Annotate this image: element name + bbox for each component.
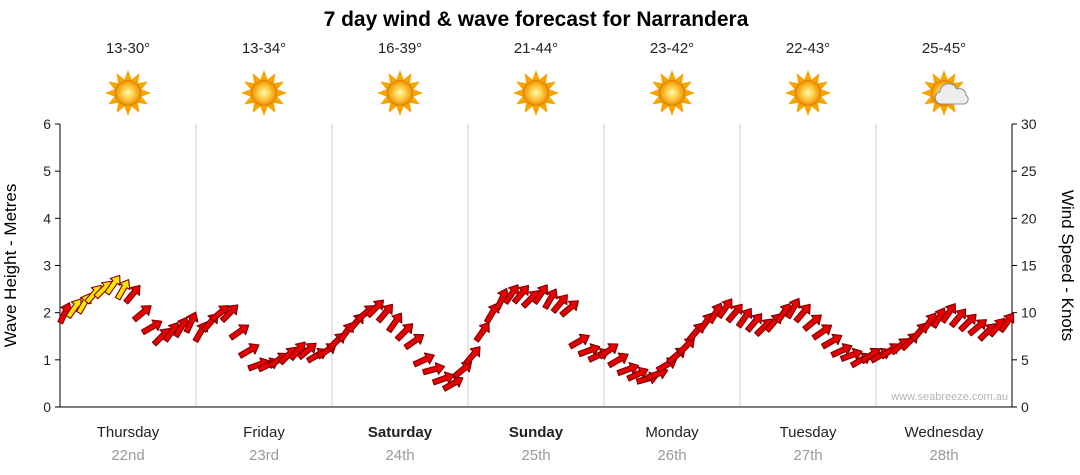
left-tick-label: 0 (43, 399, 51, 415)
wind-arrow (716, 298, 733, 319)
wind-arrow (785, 297, 801, 320)
wind-arrow (114, 279, 131, 301)
temp-range-label: 23-42° (650, 40, 694, 57)
right-tick-label: 5 (1021, 352, 1029, 368)
left-tick-label: 3 (43, 258, 51, 274)
wind-arrow (386, 312, 403, 334)
sunny-icon (785, 70, 831, 116)
wind-arrow (597, 343, 619, 360)
wind-arrow (140, 319, 163, 336)
wind-arrow (802, 314, 822, 332)
wind-arrow (811, 324, 833, 341)
wind-arrow (131, 305, 152, 323)
wind-arrow (238, 343, 260, 359)
wind-arrow (542, 288, 558, 310)
wind-arrow (422, 362, 446, 376)
wind-arrow (483, 302, 500, 325)
wind-arrow (228, 324, 250, 341)
left-tick-label: 4 (43, 210, 51, 226)
temp-range-label: 22-43° (786, 40, 830, 57)
sunny-icon (241, 70, 287, 116)
x-axis-date-label: 28th (929, 447, 958, 464)
wind-arrow (412, 352, 435, 368)
wind-arrow (375, 303, 394, 324)
right-tick-label: 0 (1021, 399, 1029, 415)
temp-range-label: 21-44° (514, 40, 558, 57)
x-axis-date-label: 26th (657, 447, 686, 464)
wind-arrow (676, 337, 695, 356)
wind-arrow (939, 303, 957, 324)
wind-arrow (403, 333, 425, 350)
x-axis-day-label: Thursday (97, 424, 160, 441)
wind-arrow (365, 299, 385, 319)
wind-arrow (793, 303, 811, 324)
x-axis-date-label: 27th (793, 447, 822, 464)
wind-arrow (442, 376, 464, 392)
x-axis-day-label: Tuesday (780, 424, 837, 441)
wind-arrow (183, 311, 199, 334)
x-axis-day-label: Friday (243, 424, 285, 441)
wind-arrow (531, 284, 549, 305)
wind-arrow (559, 300, 579, 318)
x-axis-date-label: 22nd (111, 447, 144, 464)
right-tick-label: 25 (1021, 163, 1037, 179)
right-tick-label: 20 (1021, 210, 1037, 226)
x-axis-day-label: Wednesday (905, 424, 984, 441)
right-tick-label: 10 (1021, 305, 1037, 321)
temp-range-label: 13-30° (106, 40, 150, 57)
cloud-icon (934, 83, 969, 105)
wind-arrow (297, 342, 317, 361)
chart-title: 7 day wind & wave forecast for Narrander… (323, 8, 749, 31)
wind-arrow (452, 361, 473, 379)
wind-arrow (725, 303, 743, 324)
wind-arrow (550, 294, 568, 314)
wind-arrow (511, 284, 530, 305)
wind-arrow (820, 333, 843, 350)
watermark-text: www.seabreeze.com.au (891, 391, 1008, 403)
wind-arrow (104, 274, 121, 296)
right-tick-label: 30 (1021, 116, 1037, 132)
x-axis-day-label: Sunday (509, 424, 564, 441)
wind-arrow (998, 312, 1015, 334)
wind-arrow (394, 323, 414, 342)
temp-range-label: 16-39° (378, 40, 422, 57)
wind-arrow (607, 352, 629, 369)
left-tick-label: 2 (43, 305, 51, 321)
x-axis-date-label: 23rd (249, 447, 279, 464)
wind-arrow (735, 307, 753, 329)
left-tick-label: 5 (43, 163, 51, 179)
wind-arrow (463, 346, 481, 366)
x-axis-day-label: Monday (645, 424, 699, 441)
partly-cloudy-icon (921, 70, 969, 116)
left-axis-title: Wave Height - Metres (1, 184, 20, 348)
sunny-icon (513, 70, 559, 116)
left-tick-label: 6 (43, 116, 51, 132)
x-axis-date-label: 24th (385, 447, 414, 464)
right-tick-label: 15 (1021, 258, 1037, 274)
sunny-icon (105, 70, 151, 116)
wind-arrow (948, 308, 967, 329)
left-tick-label: 1 (43, 352, 51, 368)
x-axis-day-label: Saturday (368, 424, 433, 441)
wind-arrow (967, 319, 987, 337)
temp-range-label: 13-34° (242, 40, 286, 57)
wind-arrow (219, 304, 239, 323)
temp-range-label: 25-45° (922, 40, 966, 57)
right-axis-title: Wind Speed - Knots (1058, 190, 1077, 341)
wind-arrow (568, 333, 590, 350)
wind-arrow (123, 284, 141, 305)
sunny-icon (377, 70, 423, 116)
wind-arrow (473, 321, 490, 343)
wind-arrow (958, 313, 977, 333)
wind-arrow (744, 313, 763, 333)
x-axis-date-label: 25th (521, 447, 550, 464)
sunny-icon (649, 70, 695, 116)
